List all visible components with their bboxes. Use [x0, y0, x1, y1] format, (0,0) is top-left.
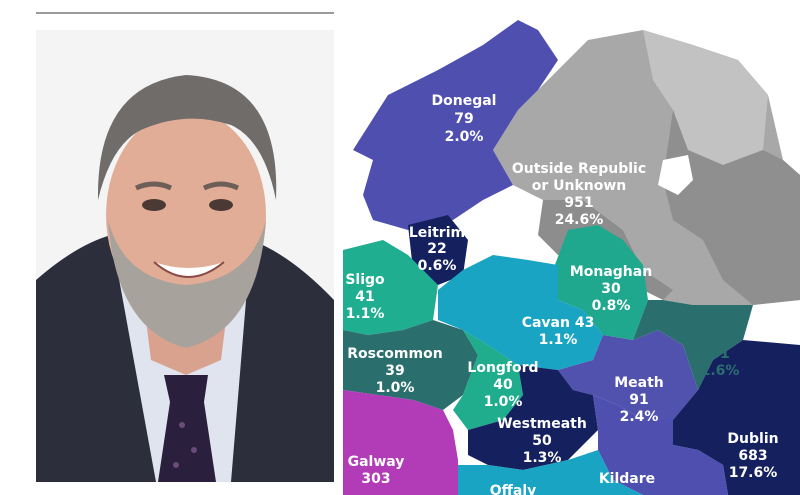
label-roscommon-count: 39 [385, 363, 404, 379]
label-monaghan-count: 30 [601, 281, 621, 297]
county-monaghan [553, 225, 648, 340]
label-cavan-pct: 1.1% [539, 332, 578, 348]
label-roscommon-pct: 1.0% [376, 380, 415, 396]
top-divider [36, 12, 334, 14]
label-roscommon-name: Roscommon [347, 346, 442, 362]
label-leitrim-count: 22 [427, 241, 446, 257]
county-westmeath [468, 365, 598, 470]
label-sligo-count: 41 [355, 289, 374, 305]
label-dublin-name: Dublin [727, 431, 778, 447]
label-donegal-count: 79 [454, 111, 473, 127]
label-donegal-pct: 2.0% [445, 129, 484, 145]
county-dublin [673, 340, 800, 495]
label-leitrim-name: Leitrim [409, 225, 465, 241]
label-outside-count: 951 [564, 195, 593, 211]
county-meath [558, 330, 698, 420]
label-westmeath-pct: 1.3% [523, 450, 562, 466]
label-dublin-count: 683 [738, 448, 767, 464]
label-galway-name: Galway [348, 454, 405, 470]
label-louth-pct: 1.6% [701, 363, 740, 379]
county-cavan [438, 255, 603, 370]
label-leitrim-pct: 0.6% [418, 258, 457, 274]
label-longford-count: 40 [493, 377, 513, 393]
portrait-photo [36, 30, 334, 482]
label-galway-count: 303 [361, 471, 390, 487]
label-outside-name2: or Unknown [532, 178, 627, 194]
county-sligo [343, 240, 438, 335]
label-outside-pct: 24.6% [555, 212, 604, 228]
county-donegal [353, 20, 558, 230]
label-sligo-name: Sligo [345, 272, 385, 288]
label-meath-count: 91 [629, 392, 648, 408]
label-louth-name: Louth [697, 329, 742, 345]
county-louth [633, 300, 753, 390]
label-donegal-name: Donegal [432, 93, 497, 109]
label-meath-pct: 2.4% [620, 409, 659, 425]
county-map: Donegal 79 2.0% Outside Republic or Unkn… [343, 20, 800, 495]
label-meath-name: Meath [614, 375, 664, 391]
label-westmeath-count: 50 [532, 433, 552, 449]
label-cavan-name: Cavan 43 [522, 315, 595, 331]
label-kildare-name: Kildare [599, 471, 655, 487]
county-longford [453, 330, 523, 430]
label-offaly-name: Offaly [490, 483, 537, 495]
county-offaly [458, 450, 643, 495]
label-westmeath-name: Westmeath [497, 416, 587, 432]
label-dublin-pct: 17.6% [729, 465, 778, 481]
county-roscommon [343, 320, 478, 410]
county-kildare [593, 395, 728, 495]
county-galway [343, 390, 458, 495]
label-longford-pct: 1.0% [484, 394, 523, 410]
label-longford-name: Longford [467, 360, 538, 376]
region-ni-east [663, 110, 800, 305]
label-monaghan-name: Monaghan [570, 264, 652, 280]
label-sligo-pct: 1.1% [346, 306, 385, 322]
label-louth-count: 61 [710, 346, 729, 362]
region-ni-north [643, 30, 768, 165]
label-monaghan-pct: 0.8% [592, 298, 631, 314]
label-outside-name: Outside Republic [512, 161, 646, 177]
county-leitrim [408, 215, 468, 285]
